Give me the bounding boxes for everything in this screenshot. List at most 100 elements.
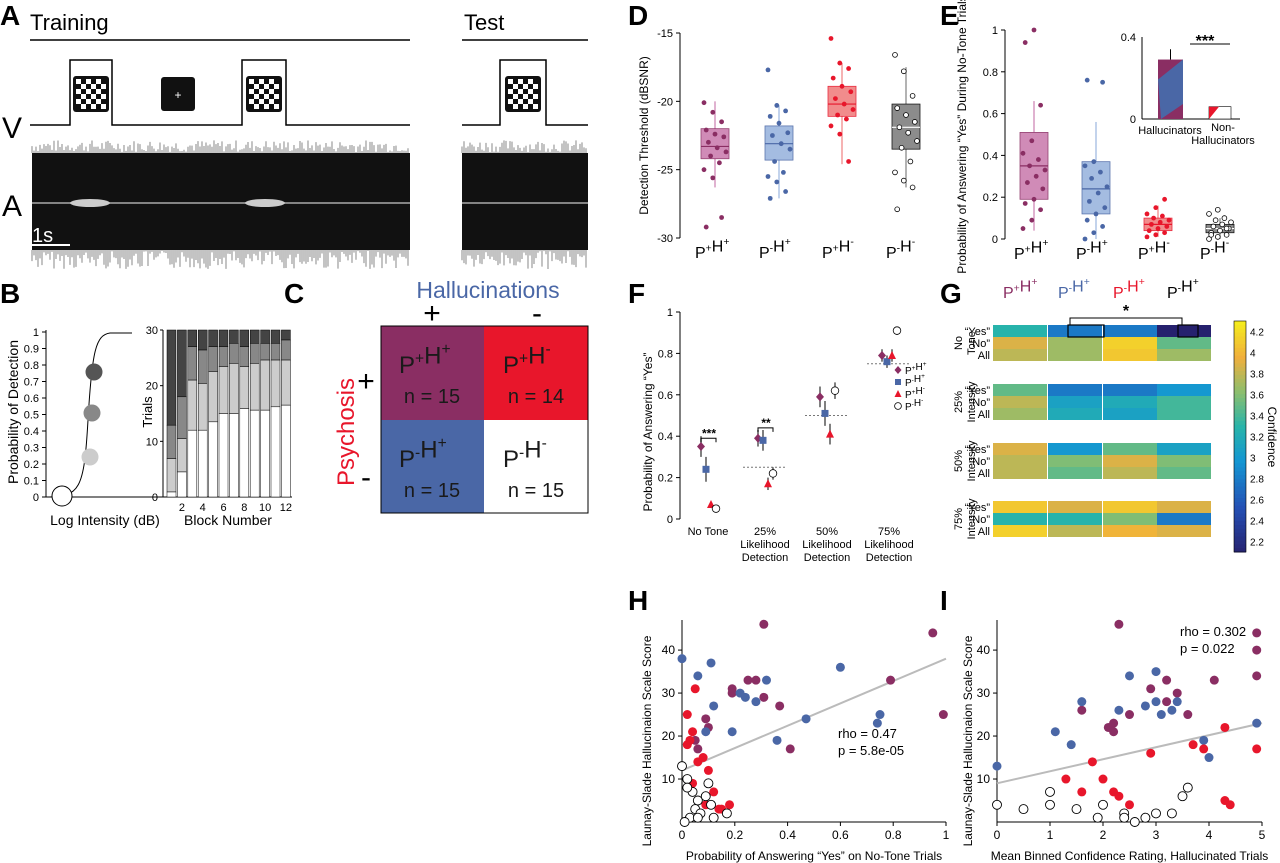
panel-f: 0 0.2 0.4 0.6 0.8 1 Probability of Answering “… xyxy=(641,307,927,564)
box-point xyxy=(765,174,771,179)
x-axis-label: Mean Binned Confidence Rating, Hallucina… xyxy=(991,849,1269,863)
group-letter: P xyxy=(1014,246,1025,263)
heatmap-column-label: P-H+ xyxy=(1167,277,1199,302)
heatmap-cell xyxy=(1157,325,1211,337)
group-letter: P xyxy=(905,390,912,401)
b-bars-xtick-label: 2 xyxy=(179,502,185,514)
group-letter: H xyxy=(900,239,912,256)
panel-c: Hallucinations + - Psychosis + - P+H+n =… xyxy=(333,277,589,514)
fixation-cross: + xyxy=(174,88,181,102)
b-curve-ytick-label: 0.8 xyxy=(24,360,39,372)
scatter-point xyxy=(740,692,750,702)
hallucinations-plus: + xyxy=(423,297,441,330)
b-bars-xlabel: Block Number xyxy=(184,512,272,528)
heatmap-row-label: All xyxy=(978,468,990,480)
group-sign: - xyxy=(1069,284,1072,295)
colorbar-segment xyxy=(1234,532,1246,538)
box-point xyxy=(850,107,856,112)
heatmap-row-label: “Yes” xyxy=(965,502,991,514)
y-tick-label: 0 xyxy=(992,234,998,246)
scatter-point xyxy=(1252,645,1262,655)
box-point xyxy=(1029,138,1035,144)
colorbar-segment xyxy=(1234,421,1246,426)
box-point xyxy=(1020,150,1026,156)
heatmap-cell xyxy=(1157,384,1211,396)
box-point xyxy=(1098,169,1103,175)
box-point xyxy=(703,224,709,230)
scatter-point xyxy=(1172,688,1182,698)
scale-bar-label: 1s xyxy=(32,225,53,247)
group-sign: - xyxy=(921,397,923,404)
heatmap-highlight xyxy=(1177,324,1199,338)
group-sign: + xyxy=(1139,277,1145,288)
legend-marker xyxy=(894,402,902,410)
colorbar-segment xyxy=(1234,363,1246,368)
block-bar-segment xyxy=(281,404,291,498)
y-axis-label: Launay-Slade Hallucinaion Scale Score xyxy=(961,635,975,846)
heatmap-cell xyxy=(1157,408,1211,420)
group-sign: + xyxy=(912,365,916,372)
x-category-label: Detection xyxy=(804,552,850,564)
scatter-point xyxy=(1061,774,1071,784)
panel-b: Probability of Detection 0 0.1 0.2 0.3 0.4 0.… xyxy=(5,325,292,528)
b-bars-ytick-label: 10 xyxy=(146,436,158,448)
group-letter: H xyxy=(1090,240,1102,257)
b-curve-xlabel: Log Intensity (dB) xyxy=(50,512,160,528)
heatmap-group-label: No xyxy=(953,336,965,350)
scatter-point xyxy=(872,718,882,728)
colorbar-segment xyxy=(1234,521,1246,526)
heatmap-cell xyxy=(1048,455,1102,467)
colorbar-segment xyxy=(1234,509,1246,514)
box-point xyxy=(1144,234,1150,240)
heatmap-cell xyxy=(993,337,1047,349)
b-curve-ytick-label: 0.7 xyxy=(24,377,39,389)
scatter-point xyxy=(785,744,795,754)
colorbar-segment xyxy=(1234,536,1246,541)
scatter-point xyxy=(992,799,1002,810)
curve-point-0 xyxy=(51,485,73,507)
scatter-point xyxy=(1252,718,1262,728)
heatmap-cell xyxy=(1157,513,1211,525)
scatter-point xyxy=(1252,671,1262,681)
scatter-point xyxy=(714,804,724,814)
block-bar-segment xyxy=(218,366,229,414)
group-letter: H xyxy=(524,436,541,463)
scatter-point xyxy=(1077,697,1087,707)
box-point xyxy=(909,93,916,99)
box-point xyxy=(1212,217,1219,223)
y-tick-label: -25 xyxy=(657,165,673,177)
colorbar-segment xyxy=(1234,498,1246,503)
box-point xyxy=(1219,221,1225,228)
checker-square xyxy=(259,79,264,84)
panel-letter-g: G xyxy=(940,278,962,309)
heatmap-cell xyxy=(1103,396,1157,408)
box-point xyxy=(717,160,722,166)
box-point xyxy=(894,105,900,111)
colorbar-segment xyxy=(1234,525,1246,530)
b-curve-ytick-label: 0.1 xyxy=(24,476,39,488)
box-point xyxy=(1036,157,1041,162)
inset-category: Non- xyxy=(1211,122,1235,134)
scatter-point xyxy=(701,714,711,724)
scatter-point xyxy=(1188,740,1198,750)
block-bar-segment xyxy=(187,429,198,498)
hallucinations-label: Hallucinations xyxy=(416,277,559,303)
block-bar-segment xyxy=(197,329,208,351)
stat-annotation: rho = 0.47 xyxy=(838,726,897,741)
group-letter: H xyxy=(914,374,921,385)
checker-stim-1 xyxy=(73,76,109,112)
group-sign: - xyxy=(1166,238,1169,249)
scatter-point xyxy=(835,662,845,672)
sig-bracket xyxy=(757,427,774,432)
marker-pmhp xyxy=(883,358,891,366)
block-bar-segment xyxy=(208,346,218,373)
b-bars-xtick-label: 8 xyxy=(241,502,247,514)
stat-annotation: rho = 0.302 xyxy=(1180,624,1246,639)
colorbar-frame xyxy=(1233,320,1247,553)
checker-square xyxy=(264,104,269,109)
scatter-point xyxy=(1209,675,1219,685)
box-point xyxy=(701,167,707,173)
scatter-point xyxy=(1071,804,1082,815)
scatter-point xyxy=(682,782,693,793)
